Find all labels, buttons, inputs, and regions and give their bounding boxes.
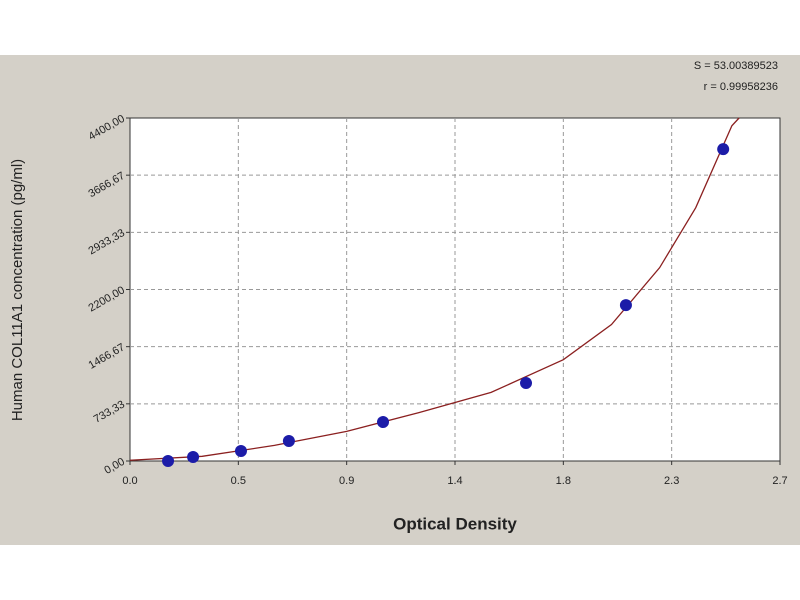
data-point bbox=[187, 451, 200, 464]
data-point bbox=[162, 455, 175, 467]
data-point bbox=[377, 416, 390, 429]
x-axis-label: Optical Density bbox=[393, 514, 517, 533]
y-axis-label: Human COL11A1 concentration (pg/ml) bbox=[9, 159, 26, 421]
x-tick-label: 2.7 bbox=[772, 475, 787, 487]
x-tick-label: 0.9 bbox=[339, 475, 354, 487]
data-point bbox=[619, 299, 632, 312]
fit-curve bbox=[129, 117, 740, 461]
data-point bbox=[234, 445, 247, 458]
data-point bbox=[520, 377, 533, 390]
x-tick-label: 2.3 bbox=[664, 475, 679, 487]
x-tick-label: 1.8 bbox=[556, 475, 571, 487]
x-tick-label: 1.4 bbox=[447, 475, 462, 487]
annotation: S = 53.00389523 bbox=[694, 60, 778, 72]
annotation: r = 0.99958236 bbox=[704, 81, 778, 93]
x-tick-label: 0.0 bbox=[122, 475, 137, 487]
data-point bbox=[717, 143, 730, 156]
data-point bbox=[282, 434, 295, 447]
x-tick-label: 0.5 bbox=[231, 475, 246, 487]
